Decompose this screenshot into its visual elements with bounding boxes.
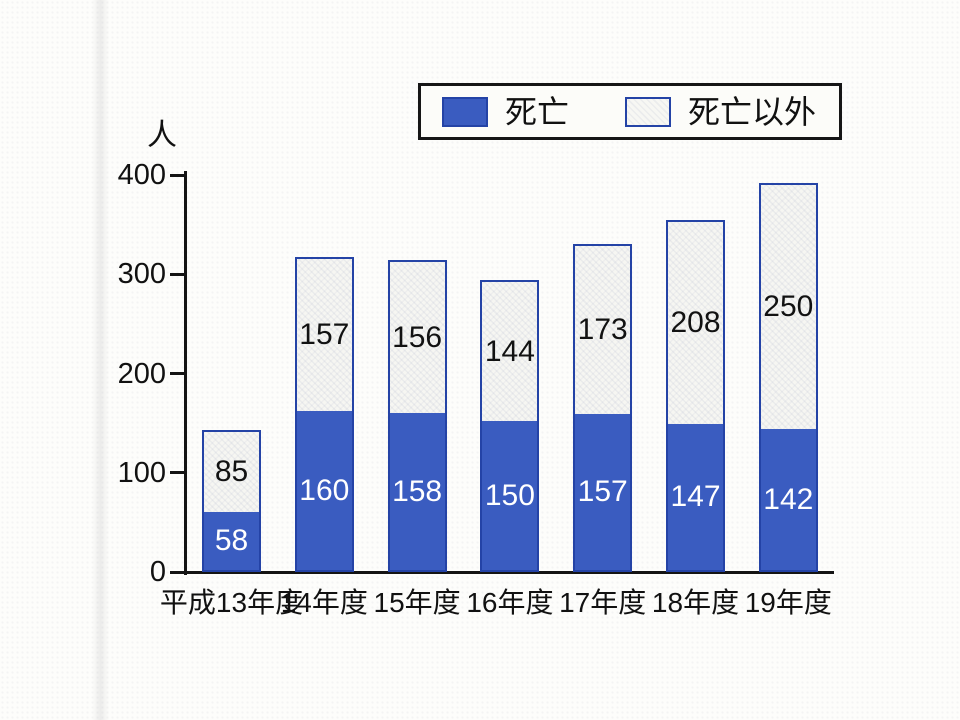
x-axis-label: 16年度 xyxy=(466,587,554,618)
bar-value-non-death: 144 xyxy=(484,334,535,368)
y-tick-label: 100 xyxy=(117,456,166,489)
bar-group: 208 147 xyxy=(666,219,725,572)
x-axis-label: 18年度 xyxy=(651,587,740,618)
y-axis-tick xyxy=(170,272,185,276)
y-axis-tick xyxy=(170,570,185,574)
x-axis-line xyxy=(184,571,834,574)
bar-group: 85 58 xyxy=(202,430,261,572)
legend-item-death: 死亡 xyxy=(442,96,569,128)
y-tick-label: 300 xyxy=(117,258,166,291)
bar-segment-non-death: 157 xyxy=(296,259,352,412)
x-axis-label: 14年度 xyxy=(280,587,368,618)
bar-value-non-death: 85 xyxy=(214,455,249,489)
bar-segment-death: 158 xyxy=(389,413,445,570)
bar-value-non-death: 157 xyxy=(299,318,350,352)
legend-label-non-death: 死亡以外 xyxy=(688,93,817,130)
y-axis-unit-label: 人 xyxy=(147,119,177,152)
y-tick-label: 200 xyxy=(117,357,166,390)
bar-group: 144 150 xyxy=(480,280,540,572)
bar-segment-non-death: 156 xyxy=(389,262,445,414)
bar-segment-death: 142 xyxy=(760,429,816,570)
bar-segment-non-death: 173 xyxy=(575,246,631,415)
y-axis-tick xyxy=(170,173,185,177)
bar-segment-non-death: 250 xyxy=(760,184,816,430)
bar-segment-non-death: 144 xyxy=(482,282,538,422)
bar-segment-death: 157 xyxy=(575,414,631,570)
x-axis-label: 19年度 xyxy=(744,587,832,618)
bar-value-death: 142 xyxy=(763,482,814,516)
bar-group: 156 158 xyxy=(387,260,447,572)
bar-segment-non-death: 208 xyxy=(668,221,723,425)
legend-label-death: 死亡 xyxy=(505,93,570,130)
y-axis-tick xyxy=(170,372,185,375)
bar-segment-death: 58 xyxy=(204,512,259,570)
x-axis-label: 17年度 xyxy=(559,587,647,618)
bar-group: 250 142 xyxy=(758,182,818,572)
bar-value-non-death: 156 xyxy=(392,320,443,354)
legend-swatch-non-death xyxy=(625,96,672,127)
legend-swatch-death xyxy=(442,96,488,127)
bar-segment-death: 160 xyxy=(296,411,352,570)
bar-group: 173 157 xyxy=(573,244,633,572)
bar-value-death: 150 xyxy=(484,478,535,512)
bar-value-death: 157 xyxy=(577,475,628,509)
bar-value-death: 58 xyxy=(214,524,249,558)
x-axis-label: 平成13年度 xyxy=(159,587,304,618)
bar-value-death: 158 xyxy=(392,474,443,508)
bar-segment-non-death: 85 xyxy=(204,432,259,513)
bar-value-non-death: 173 xyxy=(577,313,628,347)
bar-segment-death: 147 xyxy=(668,424,723,570)
y-tick-label: 0 xyxy=(149,556,166,588)
y-axis-tick xyxy=(170,471,185,475)
bar-group: 157 160 xyxy=(294,257,354,572)
x-axis-label: 15年度 xyxy=(373,587,461,618)
bar-value-death: 147 xyxy=(670,480,721,514)
bar-value-non-death: 250 xyxy=(763,290,814,323)
legend-box: 死亡 死亡以外 xyxy=(418,83,842,140)
y-tick-label: 400 xyxy=(117,159,166,191)
bar-value-non-death: 208 xyxy=(670,305,721,339)
bar-segment-death: 150 xyxy=(482,421,538,570)
scan-shadow xyxy=(92,0,109,720)
legend-item-non-death: 死亡以外 xyxy=(625,96,816,128)
bar-value-death: 160 xyxy=(299,473,350,507)
y-axis-line xyxy=(184,171,187,575)
